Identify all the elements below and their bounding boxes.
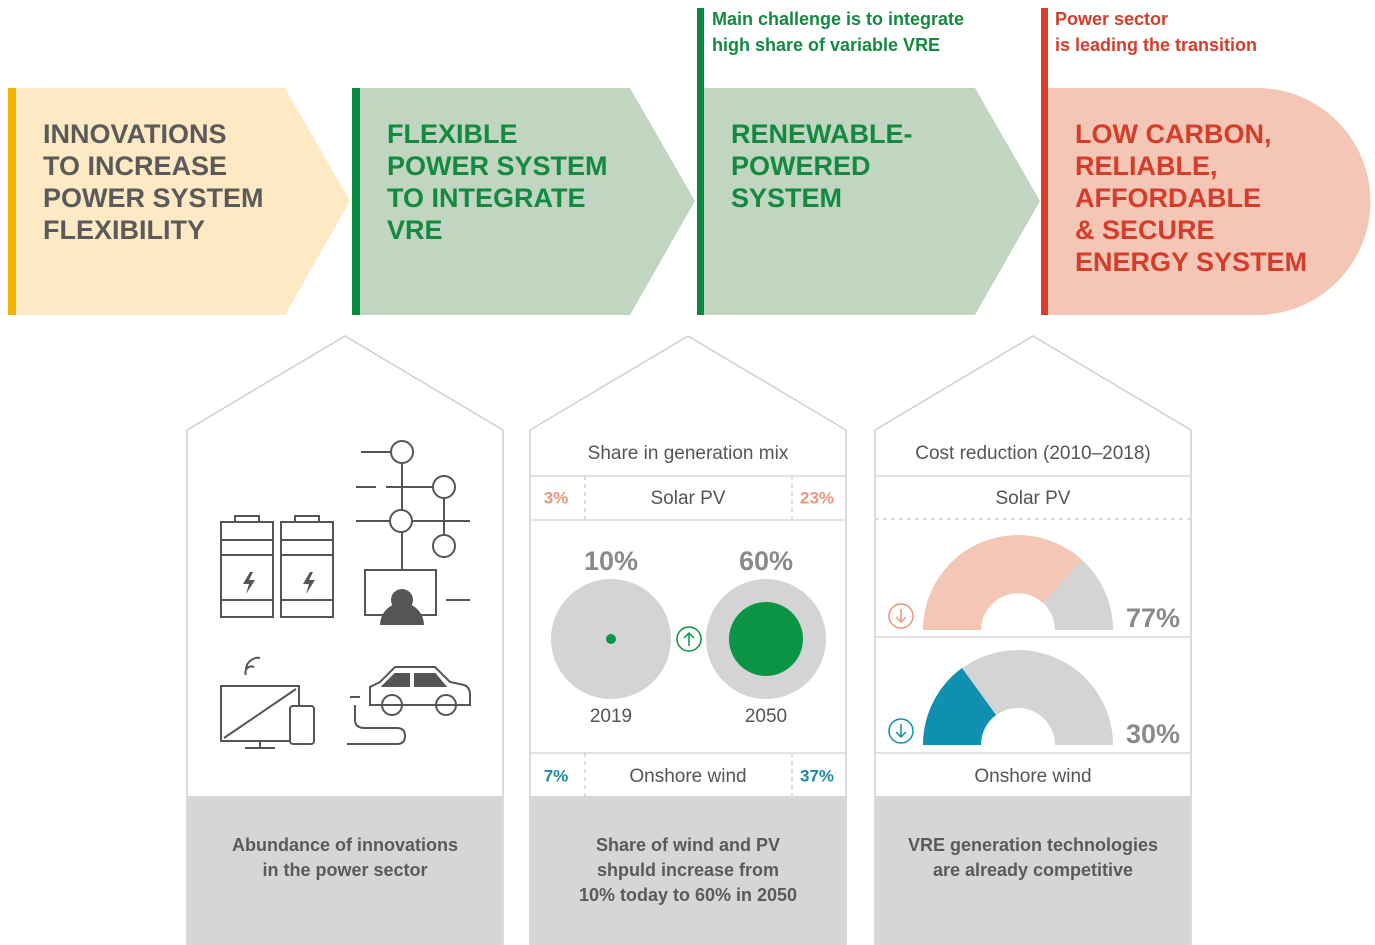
stage-text: RENEWABLE-	[731, 119, 913, 149]
devices-icon	[220, 656, 315, 749]
shape	[381, 694, 403, 716]
note: high share of variable VRE	[712, 35, 940, 55]
stage-text: LOW CARBON,	[1075, 119, 1271, 149]
stage-1-bar	[8, 88, 16, 315]
shape	[369, 666, 471, 706]
stage-2-shape	[360, 88, 695, 315]
caption: in the power sector	[262, 860, 427, 880]
shape	[435, 694, 457, 716]
solar-name: Solar PV	[651, 488, 726, 509]
arrow-icon	[683, 631, 695, 646]
stage-text: FLEXIBILITY	[43, 215, 205, 245]
down-icon	[895, 724, 907, 739]
panel-heading: Cost reduction (2010–2018)	[915, 443, 1151, 464]
stage-4-bar	[1041, 8, 1048, 315]
share-value: 60%	[739, 546, 793, 576]
stage-text: & SECURE	[1075, 215, 1215, 245]
stage-3-shape	[704, 88, 1040, 315]
panel-outline	[186, 335, 504, 945]
solar-to: 23%	[800, 488, 834, 507]
panel-outline	[874, 335, 1192, 945]
gauge-wind	[922, 668, 996, 745]
stage-text: FLEXIBLE	[387, 119, 518, 149]
stage-text: POWER SYSTEM	[43, 183, 264, 213]
stage-text: POWERED	[731, 151, 871, 181]
stage-text: VRE	[387, 215, 443, 245]
car-icon	[347, 666, 471, 745]
stage-text: SYSTEM	[731, 183, 842, 213]
solar-reduction: 77%	[1126, 603, 1180, 633]
caption: 10% today to 60% in 2050	[579, 885, 797, 905]
stage-text: ENERGY SYSTEM	[1075, 247, 1307, 277]
wind-name: Onshore wind	[974, 766, 1091, 787]
stage-1-shape	[16, 88, 350, 315]
stage-4-shape	[1048, 88, 1371, 315]
shape	[234, 515, 260, 523]
gauge-solar	[923, 535, 1082, 630]
caption: shpuld increase from	[597, 860, 779, 880]
wind-from: 7%	[544, 766, 569, 785]
shape	[289, 705, 315, 745]
stage-text: TO INCREASE	[43, 151, 227, 181]
panel-heading: Share in generation mix	[588, 443, 789, 464]
caption-box	[875, 796, 1191, 945]
share-year: 2050	[745, 706, 787, 727]
note: is leading the transition	[1055, 35, 1257, 55]
note: Main challenge is to integrate	[712, 9, 964, 29]
share-year: 2019	[590, 706, 632, 727]
shape: Main challenge is to integrate high shar…	[712, 9, 1257, 55]
stage-2-bar	[352, 88, 360, 315]
shape	[223, 688, 297, 739]
down-icon	[895, 609, 907, 624]
share-dot	[729, 602, 803, 676]
caption: are already competitive	[933, 860, 1133, 880]
shape: FLEXIBLE POWER SYSTEM TO INTEGRATE VRE R…	[387, 119, 913, 245]
network-icon	[356, 440, 470, 616]
shape	[294, 515, 320, 523]
caption: Abundance of innovations	[232, 835, 458, 855]
wind-name: Onshore wind	[629, 766, 746, 787]
solar-name: Solar PV	[996, 488, 1071, 509]
wind-reduction: 30%	[1126, 719, 1180, 749]
stage-text: TO INTEGRATE	[387, 183, 586, 213]
shape	[380, 673, 448, 687]
stage-text: POWER SYSTEM	[387, 151, 608, 181]
caption-box	[187, 796, 503, 945]
wind-to: 37%	[800, 766, 834, 785]
shape: LOW CARBON, RELIABLE, AFFORDABLE & SECUR…	[1075, 119, 1307, 277]
person	[391, 589, 413, 611]
shape	[347, 705, 407, 745]
battery-icons	[220, 515, 334, 618]
stage-text: AFFORDABLE	[1075, 183, 1261, 213]
stage-3-bar	[697, 8, 704, 315]
bolt	[243, 572, 315, 594]
stage-text: INNOVATIONS	[43, 119, 227, 149]
stage-text: RELIABLE,	[1075, 151, 1218, 181]
caption-box	[530, 796, 846, 945]
shape: INNOVATIONS TO INCREASE POWER SYSTEM FLE…	[43, 119, 264, 245]
share-value: 10%	[584, 546, 638, 576]
caption: VRE generation technologies	[908, 835, 1158, 855]
note: Power sector	[1055, 9, 1168, 29]
caption: Share of wind and PV	[596, 835, 780, 855]
shape	[244, 656, 261, 676]
share-dot	[606, 634, 616, 644]
solar-from: 3%	[544, 488, 569, 507]
person	[380, 603, 424, 625]
